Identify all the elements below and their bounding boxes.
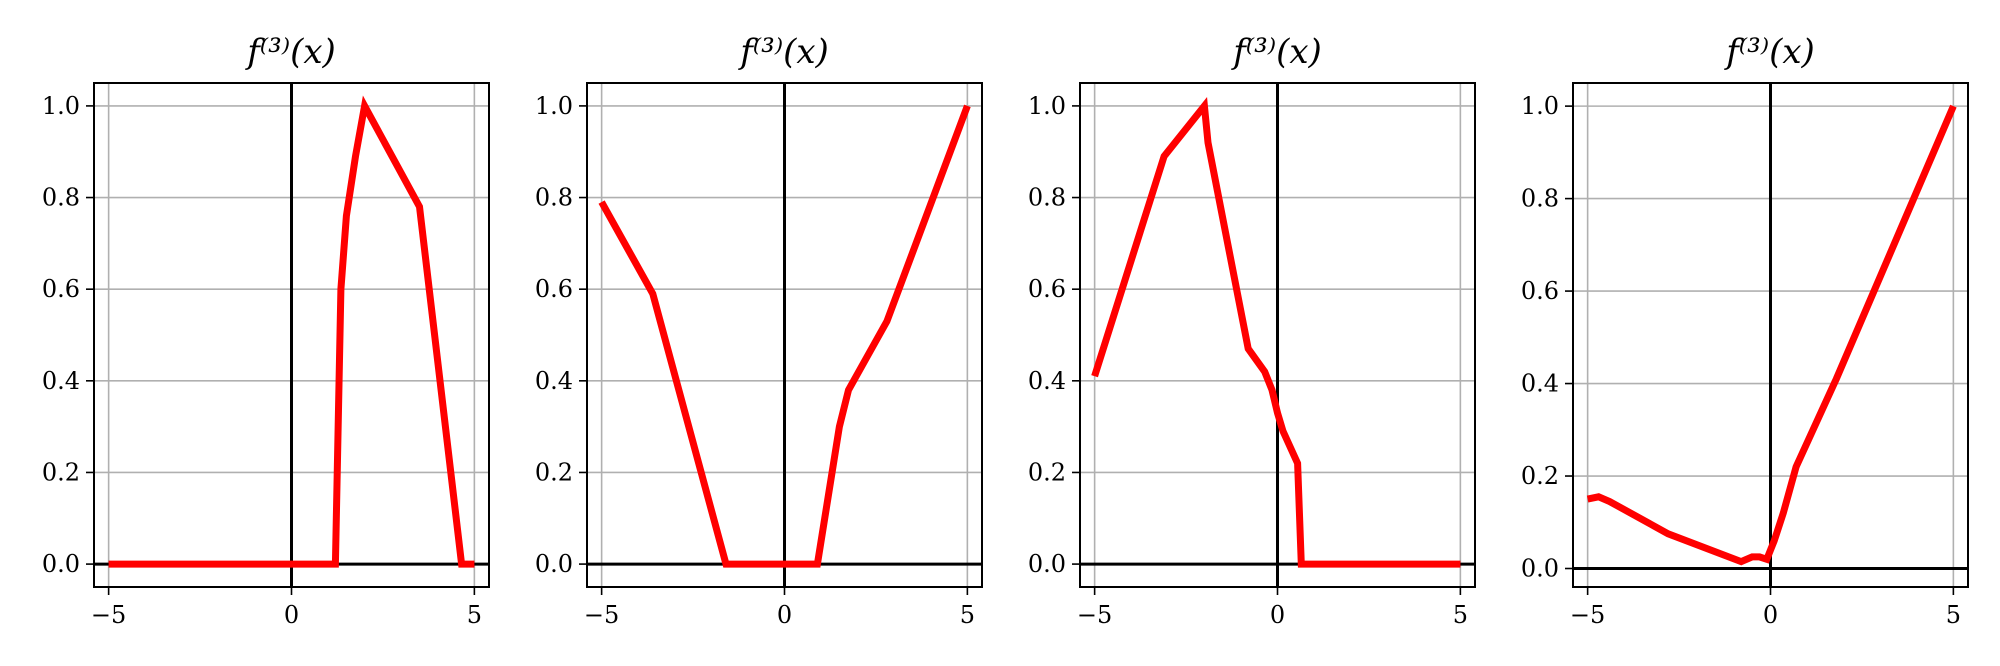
- x-tick-label: 0: [1763, 601, 1778, 629]
- subplot-title: f⁽³⁾(x): [1230, 32, 1322, 72]
- y-tick-label: 0.0: [42, 550, 80, 578]
- x-tick-label: 5: [1946, 601, 1961, 629]
- x-tick-label: 5: [1453, 601, 1468, 629]
- y-tick-label: 0.4: [42, 367, 80, 395]
- subplot-4: −5 0 5 0.0 0.2 0.4 0.6 0.8 1.0 f⁽³⁾(x): [1521, 32, 1969, 629]
- y-tick-label: 1.0: [1521, 92, 1559, 120]
- y-tick-label: 0.8: [535, 184, 573, 212]
- x-tick-label: −5: [1570, 601, 1605, 629]
- x-tick-label: 5: [960, 601, 975, 629]
- y-tick-label: 0.2: [535, 458, 573, 486]
- y-tick-label: 0.2: [1521, 462, 1559, 490]
- y-tick-label: 0.8: [1028, 184, 1066, 212]
- y-tick-label: 0.6: [1028, 275, 1066, 303]
- y-tick-label: 0.4: [1521, 370, 1559, 398]
- series-line-1: [598, 104, 971, 568]
- subplot-2: −5 0 5 0.0 0.2 0.4 0.6 0.8 1.0 f⁽³⁾(x): [535, 32, 983, 629]
- y-tick-label: 0.2: [1028, 458, 1066, 486]
- x-tick-label: −5: [91, 601, 126, 629]
- y-tick-label: 0.8: [1521, 185, 1559, 213]
- subplot-title: f⁽³⁾(x): [737, 32, 829, 72]
- y-tick-label: 0.6: [1521, 277, 1559, 305]
- subplot-title: f⁽³⁾(x): [1723, 32, 1815, 72]
- series-line-1: [1091, 96, 1461, 568]
- x-tick-label: 0: [1270, 601, 1285, 629]
- y-tick-label: 0.2: [42, 458, 80, 486]
- x-tick-label: 0: [777, 601, 792, 629]
- subplot-title: f⁽³⁾(x): [244, 32, 336, 72]
- y-tick-label: 0.6: [535, 275, 573, 303]
- y-tick-label: 1.0: [535, 92, 573, 120]
- y-tick-label: 0.0: [1521, 555, 1559, 583]
- x-tick-label: −5: [584, 601, 619, 629]
- x-tick-label: 5: [467, 601, 482, 629]
- subplot-1: −5 0 5 0.0 0.2 0.4 0.6 0.8 1.0 f⁽³⁾(x): [42, 32, 490, 629]
- series-line-1: [108, 95, 475, 568]
- y-tick-label: 0.8: [42, 184, 80, 212]
- series-line-1: [1586, 104, 1957, 566]
- subplot-3: −5 0 5 0.0 0.2 0.4 0.6 0.8 1.0 f⁽³⁾(x): [1028, 32, 1476, 629]
- y-tick-label: 0.4: [535, 367, 573, 395]
- x-tick-label: −5: [1077, 601, 1112, 629]
- y-tick-label: 0.0: [535, 550, 573, 578]
- y-tick-label: 0.6: [42, 275, 80, 303]
- x-tick-label: 0: [284, 601, 299, 629]
- y-tick-label: 1.0: [42, 92, 80, 120]
- y-tick-label: 1.0: [1028, 92, 1066, 120]
- y-tick-label: 0.4: [1028, 367, 1066, 395]
- y-tick-label: 0.0: [1028, 550, 1066, 578]
